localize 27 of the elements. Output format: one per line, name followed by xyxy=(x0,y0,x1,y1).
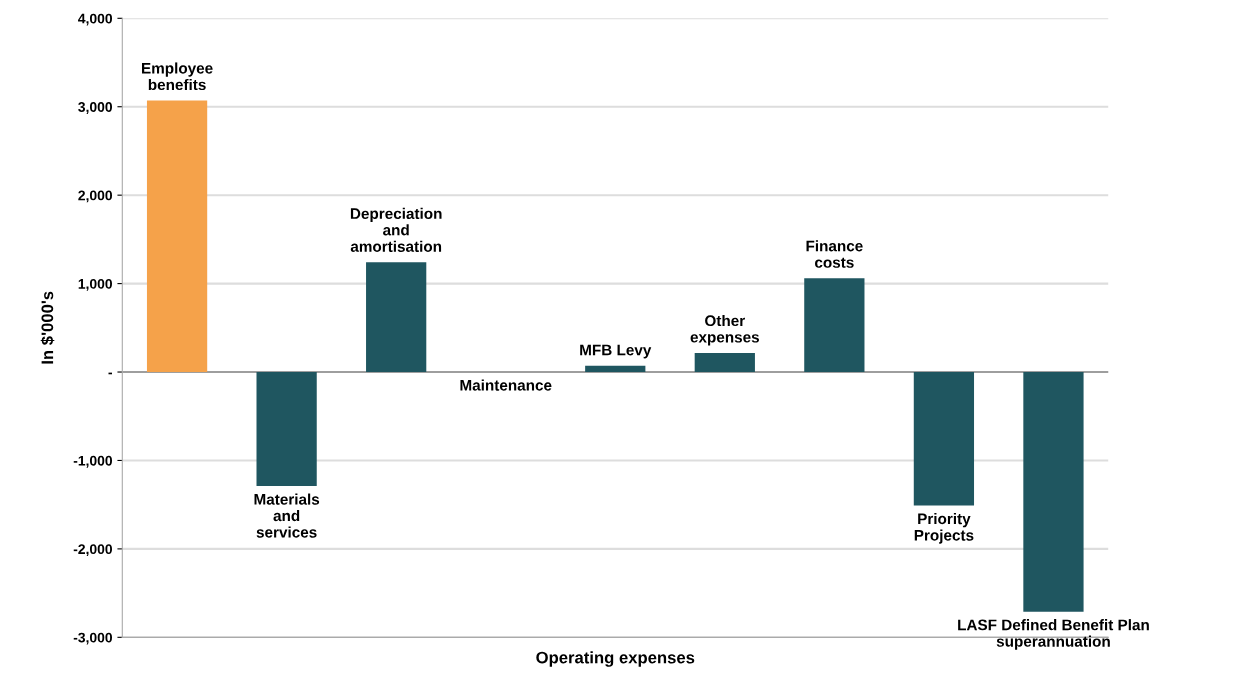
y-tick-label: - xyxy=(108,372,113,375)
x-tick-label: Materials and services xyxy=(254,493,320,538)
y-axis-title: In $'000's xyxy=(40,291,55,364)
bar xyxy=(256,372,317,487)
x-tick-label: MFB Levy xyxy=(580,344,652,359)
x-tick-label: Priority Projects xyxy=(914,512,974,544)
y-tick-label: 1,000 xyxy=(78,278,113,291)
x-tick-label: LASF Defined Benefit Plan superannuation xyxy=(958,619,1149,650)
x-tick-label: Employee benefits xyxy=(142,62,213,91)
y-tick-label: -2,000 xyxy=(73,544,113,557)
y-tick-label: 3,000 xyxy=(78,102,113,114)
bar xyxy=(1023,372,1084,612)
y-tick-label: -3,000 xyxy=(73,632,113,645)
bar xyxy=(913,372,975,506)
bar xyxy=(694,353,755,373)
bar xyxy=(146,100,208,373)
bar xyxy=(804,278,865,373)
y-tick-label: 2,000 xyxy=(78,190,113,203)
x-axis-title: Operating expenses xyxy=(536,651,695,667)
y-tick-label: 4,000 xyxy=(78,13,113,26)
bar xyxy=(585,365,646,373)
bar xyxy=(366,262,427,373)
x-tick-label: Finance costs xyxy=(806,240,863,268)
y-tick-label: -1,000 xyxy=(73,455,113,468)
x-tick-label: Depreciation and amortisation xyxy=(350,207,442,252)
x-tick-label: Maintenance xyxy=(460,379,552,391)
x-tick-label: Other expenses xyxy=(690,314,760,346)
